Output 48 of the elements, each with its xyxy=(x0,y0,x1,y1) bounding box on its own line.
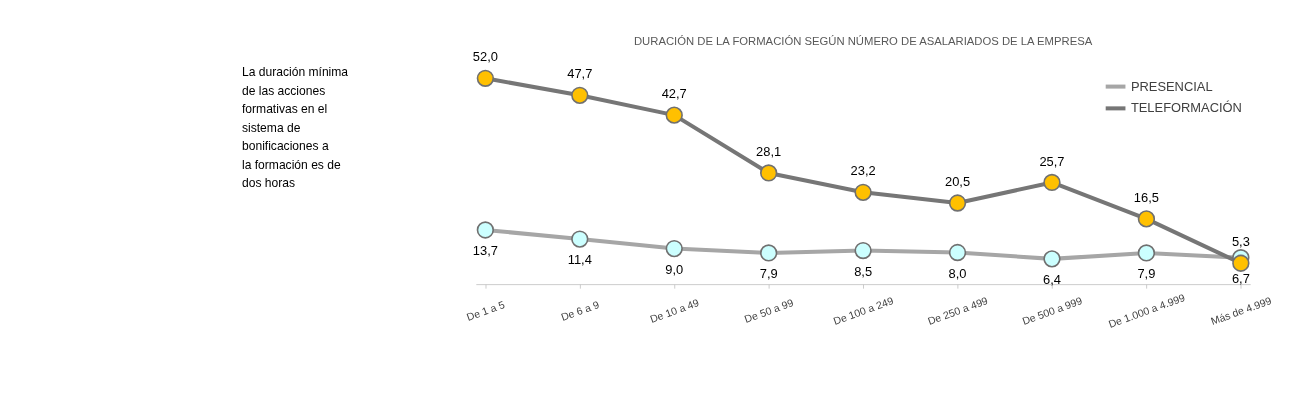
data-label: 8,0 xyxy=(948,265,967,281)
data-label: 8,5 xyxy=(854,263,873,279)
point xyxy=(759,164,778,182)
text: La duración mínima de las acciones formativas en el sistema de bonificaciones a la formación es de dos horas xyxy=(241,65,349,191)
x-tick-label: De 50 a 99 xyxy=(743,297,796,325)
x-tick-label: De 1.000 a 4.999 xyxy=(1107,292,1187,330)
data-label: 20,5 xyxy=(944,174,971,190)
point xyxy=(1232,254,1250,272)
data-label: 23,2 xyxy=(850,163,876,179)
data-label: 7,9 xyxy=(1137,265,1156,281)
point xyxy=(948,194,967,212)
point xyxy=(571,86,589,104)
data-label: 11,4 xyxy=(567,252,592,268)
data-label: 52,0 xyxy=(472,49,498,65)
chart-title: DURACIÓN DE LA FORMACIÓN SEGÚN NÚMERO DE ASALARIADOS DE LA EMPRESA xyxy=(633,35,1093,48)
data-label: 7,9 xyxy=(759,265,778,281)
data-label: 25,7 xyxy=(1039,153,1065,169)
point xyxy=(665,239,683,258)
x-tick-label: De 250 a 499 xyxy=(926,295,990,327)
point xyxy=(476,221,495,239)
x-tick-label: De 1 a 5 xyxy=(465,298,507,323)
point xyxy=(948,243,967,262)
point xyxy=(854,183,872,201)
point xyxy=(759,244,778,262)
data-label: 6,4 xyxy=(1043,271,1061,287)
x-tick-label: De 500 a 999 xyxy=(1020,295,1084,327)
point xyxy=(476,69,495,87)
data-label: 16,5 xyxy=(1133,189,1159,205)
data-label: 9,0 xyxy=(665,261,684,277)
data-label: 28,1 xyxy=(756,144,782,160)
x-tick-label: De 10 a 49 xyxy=(648,297,701,325)
point xyxy=(1043,250,1061,268)
point xyxy=(1137,244,1156,262)
data-label: 42,7 xyxy=(661,86,687,102)
x-tick-label: Más de 4.999 xyxy=(1209,294,1273,327)
legend-label: TELEFORMACIÓN xyxy=(1130,100,1242,116)
x-tick-label: De 100 a 249 xyxy=(831,295,895,327)
point xyxy=(1043,173,1061,192)
x-tick-label: De 6 a 9 xyxy=(559,298,601,323)
data-label: 6,7 xyxy=(1231,270,1250,286)
data-label: 5,3 xyxy=(1231,234,1250,250)
point xyxy=(571,230,589,248)
point xyxy=(854,241,872,260)
data-label: 47,7 xyxy=(567,66,593,82)
data-label: 13,7 xyxy=(472,242,498,258)
point xyxy=(1137,210,1156,228)
point xyxy=(665,106,683,124)
legend-label: PRESENCIAL xyxy=(1130,78,1213,94)
